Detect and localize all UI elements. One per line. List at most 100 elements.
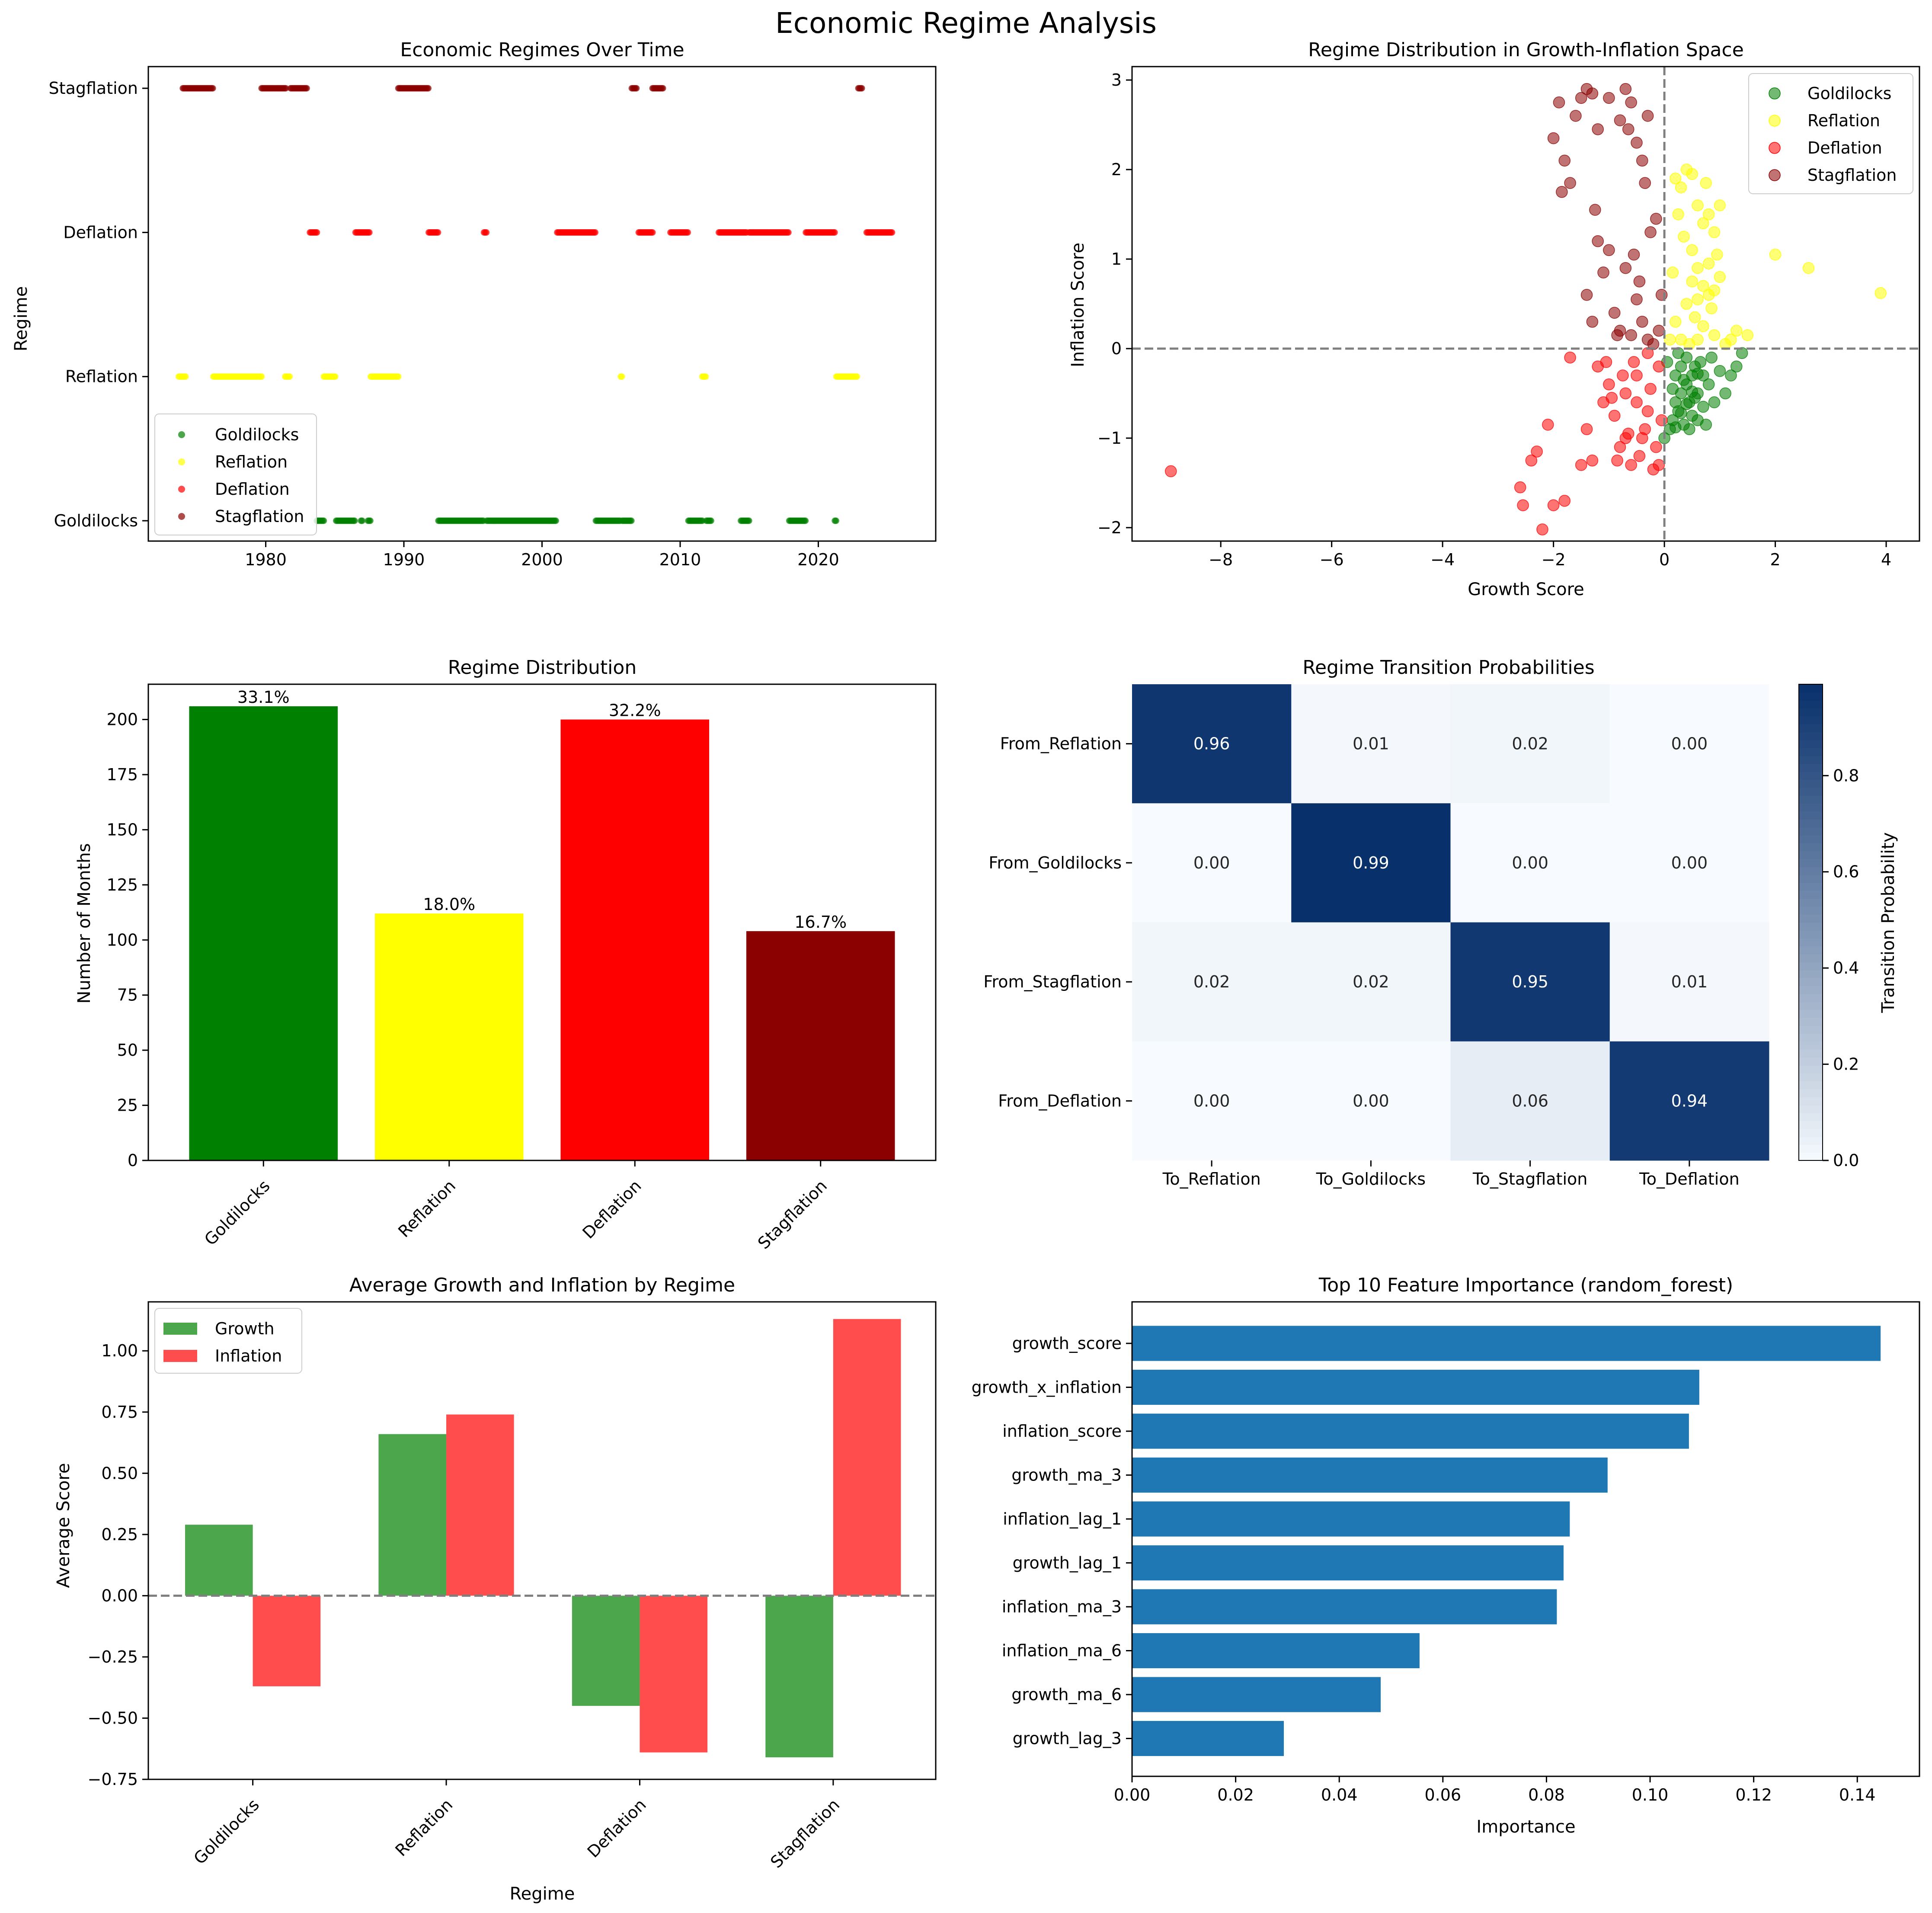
scatter-point — [1675, 360, 1687, 373]
scatter-point — [1639, 423, 1651, 436]
legend-label: Growth — [215, 1319, 275, 1338]
timeline-point — [483, 229, 490, 236]
inflation-bar — [446, 1414, 514, 1596]
colorbar-band — [1799, 787, 1823, 796]
y-tick-label: −0.50 — [88, 1708, 138, 1727]
timeline-point — [282, 85, 289, 92]
scatter-point — [1683, 338, 1695, 350]
growth-bar — [185, 1525, 253, 1596]
y-tick-label: −0.75 — [88, 1770, 138, 1789]
colorbar-band — [1799, 1065, 1823, 1073]
colorbar-band — [1799, 882, 1823, 891]
timeline-point — [552, 517, 559, 524]
average-score-frame — [147, 1301, 937, 1780]
row-label: From_Goldilocks — [988, 853, 1122, 872]
scatter-point — [1667, 266, 1679, 279]
column-label: To_Reflation — [1162, 1170, 1261, 1189]
scatter-marks — [1165, 83, 1887, 535]
heatmap-cell — [1450, 684, 1610, 804]
x-tick-label: 0.06 — [1425, 1785, 1462, 1804]
scatter-point — [1708, 226, 1721, 238]
x-tick-label: 0 — [1659, 550, 1670, 569]
scatter-point — [1608, 410, 1621, 422]
y-tick-label: −0.25 — [88, 1647, 138, 1666]
scatter-point — [1631, 369, 1643, 381]
scatter-point — [1692, 199, 1704, 211]
timeline-point — [366, 229, 373, 236]
feature-label: growth_ma_3 — [1011, 1466, 1122, 1485]
legend-label: Deflation — [215, 480, 290, 499]
scatter-point — [1730, 360, 1743, 373]
scatter-point — [1664, 333, 1676, 346]
y-tick-label: Reflation — [65, 367, 138, 386]
legend-marker — [1769, 115, 1781, 127]
heatmap-cell — [1132, 922, 1292, 1042]
timeline-point — [286, 373, 293, 380]
colorbar-band — [1799, 906, 1823, 915]
heatmap-cell — [1609, 1041, 1769, 1161]
scatter-point — [1592, 123, 1604, 135]
growth-bar — [765, 1596, 833, 1758]
y-tick-label: 125 — [106, 875, 138, 894]
scatter-xlabel: Growth Score — [1468, 580, 1584, 599]
scatter-point — [1641, 347, 1654, 359]
x-tick-label: −6 — [1320, 550, 1344, 569]
scatter-point — [1564, 351, 1576, 364]
scatter-point — [1641, 405, 1654, 417]
heatmap-cell — [1450, 803, 1610, 923]
timeline-point — [685, 229, 691, 236]
feature-label: growth_lag_3 — [1013, 1729, 1122, 1748]
x-tick-label: 0.08 — [1528, 1785, 1565, 1804]
column-label: To_Stagflation — [1472, 1170, 1587, 1189]
legend-swatch — [163, 1350, 197, 1362]
scatter-point — [1586, 454, 1599, 467]
colorbar-band — [1799, 716, 1823, 724]
scatter-point — [1647, 338, 1660, 350]
timeline-point — [313, 229, 320, 236]
scatter-point — [1672, 347, 1684, 359]
growth-bar — [572, 1596, 640, 1706]
timeline-point — [395, 373, 402, 380]
scatter-point — [1575, 92, 1587, 104]
colorbar-band — [1799, 756, 1823, 764]
heatmap-cell — [1609, 922, 1769, 1042]
scatter-point — [1697, 401, 1709, 413]
bar-stagflation — [746, 931, 895, 1160]
timeline-point — [618, 373, 625, 380]
timeline-point — [831, 229, 838, 236]
colorbar-band — [1799, 1009, 1823, 1018]
legend-label: Deflation — [1807, 138, 1882, 157]
colorbar-band — [1799, 930, 1823, 939]
scatter-point — [1655, 289, 1668, 301]
scatter-point — [1680, 398, 1693, 410]
colorbar-band — [1799, 1152, 1823, 1161]
timeline-point — [745, 517, 752, 524]
colorbar-band — [1799, 1049, 1823, 1058]
scatter-point — [1603, 92, 1615, 104]
scatter-point — [1714, 199, 1726, 211]
scatter-point — [1678, 231, 1690, 243]
scatter-axes: −8 −6 −4 −2 0 2 4 −2 −1 0 1 2 3 — [1097, 67, 1919, 569]
scatter-point — [1697, 320, 1709, 332]
transition-colorbar: 0.0 0.2 0.4 0.6 0.8 — [1798, 684, 1859, 1170]
scatter-legend: Goldilocks Reflation Deflation Stagflation — [1748, 73, 1913, 194]
timeline-point — [702, 373, 709, 380]
heatmap-cell-label: 0.00 — [1671, 853, 1708, 872]
scatter-point — [1570, 110, 1582, 122]
x-tick-label: 0.10 — [1632, 1785, 1669, 1804]
scatter-point — [1636, 154, 1648, 167]
importance-bar — [1132, 1721, 1284, 1756]
y-tick-label: 25 — [117, 1096, 138, 1115]
scatter-point — [1619, 83, 1632, 95]
importance-bar — [1132, 1413, 1689, 1449]
scatter-point — [1625, 329, 1637, 341]
timeline-point — [628, 517, 635, 524]
colorbar-band — [1799, 1073, 1823, 1082]
feature-label: growth_lag_1 — [1013, 1554, 1122, 1573]
scatter-point — [1633, 276, 1646, 288]
colorbar-band — [1799, 779, 1823, 788]
importance-bar — [1132, 1589, 1557, 1625]
colorbar-band — [1799, 803, 1823, 812]
figure-title: Economic Regime Analysis — [775, 6, 1157, 40]
scatter-point — [1165, 465, 1177, 477]
